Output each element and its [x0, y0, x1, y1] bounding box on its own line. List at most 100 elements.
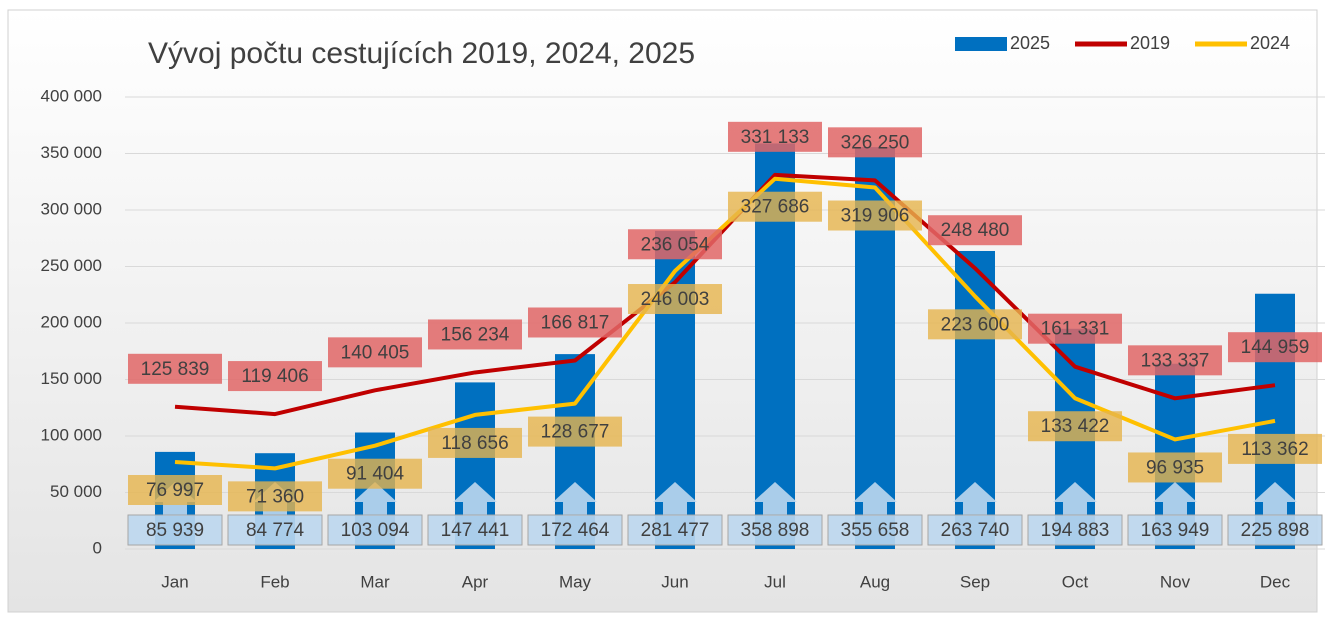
x-tick-label: Jan [161, 572, 188, 591]
y-tick-label: 200 000 [41, 312, 102, 331]
data-label-box [127, 514, 223, 546]
legend-swatch [955, 37, 1007, 51]
legend-label: 2025 [1010, 33, 1050, 53]
data-label: 140 405 [341, 342, 410, 363]
data-label-box [428, 319, 522, 350]
data-label-box [628, 229, 722, 260]
data-label: 327 686 [741, 197, 810, 218]
data-label-box [827, 514, 923, 546]
y-tick-label: 100 000 [41, 425, 102, 444]
label-arrow [653, 482, 697, 516]
y-tick-label: 150 000 [41, 369, 102, 388]
data-label: 163 949 [1141, 520, 1210, 541]
data-label-box [1028, 313, 1122, 344]
data-label: 166 817 [541, 313, 610, 334]
chart-title: Vývoj počtu cestujících 2019, 2024, 2025 [148, 37, 695, 70]
label-arrow [1253, 482, 1297, 516]
data-label: 319 906 [841, 206, 910, 227]
data-label: 147 441 [441, 520, 510, 541]
data-label-box [227, 514, 323, 546]
data-label: 125 839 [141, 359, 210, 380]
data-label-box [928, 215, 1022, 246]
data-label: 113 362 [1241, 439, 1308, 460]
data-label-box [527, 514, 623, 546]
data-label: 161 331 [1041, 319, 1110, 340]
data-label-box [528, 307, 622, 338]
data-label-box [1128, 452, 1222, 483]
x-tick-label: Mar [360, 572, 390, 591]
x-tick-label: Jul [764, 572, 786, 591]
data-label: 103 094 [341, 520, 410, 541]
x-tick-label: Dec [1260, 572, 1291, 591]
data-label: 263 740 [941, 520, 1010, 541]
y-tick-label: 50 000 [50, 482, 102, 501]
label-arrow [1153, 482, 1197, 516]
x-tick-label: Nov [1160, 572, 1191, 591]
data-label-box [1128, 345, 1222, 376]
y-tick-label: 0 [93, 538, 102, 557]
data-label-box [728, 191, 822, 222]
data-label-box [427, 514, 523, 546]
x-tick-label: May [559, 572, 592, 591]
data-label: 326 250 [841, 132, 910, 153]
data-label: 331 133 [741, 127, 810, 148]
label-arrow [853, 482, 897, 516]
data-label-box [428, 427, 522, 458]
label-arrow [753, 482, 797, 516]
label-arrow [453, 482, 497, 516]
data-label-box [627, 514, 723, 546]
data-label: 225 898 [1241, 520, 1310, 541]
data-label: 156 234 [441, 324, 510, 345]
data-label: 133 337 [1141, 350, 1210, 371]
data-label: 144 959 [1241, 337, 1310, 358]
data-label-box [727, 514, 823, 546]
data-label: 128 677 [541, 422, 610, 443]
data-label-box [1228, 332, 1322, 363]
data-label: 133 422 [1041, 416, 1110, 437]
data-label: 248 480 [941, 220, 1010, 241]
y-tick-label: 400 000 [41, 86, 102, 105]
data-label: 119 406 [241, 366, 308, 387]
x-tick-label: Feb [260, 572, 289, 591]
x-tick-label: Jun [661, 572, 688, 591]
data-label: 246 003 [641, 289, 710, 310]
x-tick-label: Sep [960, 572, 990, 591]
data-label-box [928, 309, 1022, 340]
data-label-box [828, 127, 922, 158]
legend-label: 2019 [1130, 33, 1170, 53]
data-label-box [128, 353, 222, 384]
line [174, 172, 1276, 417]
data-label-box [1027, 514, 1123, 546]
x-tick-label: Aug [860, 572, 890, 591]
data-label-box [1228, 433, 1322, 464]
data-label-box [728, 121, 822, 152]
legend-label: 2024 [1250, 33, 1290, 53]
label-arrow [353, 482, 397, 516]
label-arrow [953, 482, 997, 516]
data-label: 71 360 [246, 486, 304, 507]
data-label-box [1127, 514, 1223, 546]
label-arrow [1053, 482, 1097, 516]
data-label: 91 404 [346, 464, 405, 485]
data-label-box [828, 200, 922, 231]
data-label-box [128, 474, 222, 505]
y-tick-label: 300 000 [41, 199, 102, 218]
data-label-box [528, 416, 622, 447]
data-label: 355 658 [841, 520, 910, 541]
data-label: 172 464 [541, 520, 610, 541]
data-label-box [327, 514, 423, 546]
data-label-box [328, 458, 422, 489]
data-label: 96 935 [1146, 457, 1204, 478]
data-label: 76 997 [146, 480, 204, 501]
x-tick-label: Apr [462, 572, 489, 591]
data-label-box [228, 361, 322, 392]
y-tick-label: 250 000 [41, 256, 102, 275]
data-label: 358 898 [741, 520, 810, 541]
data-label-box [1227, 514, 1323, 546]
y-tick-label: 350 000 [41, 143, 102, 162]
data-label-box [328, 337, 422, 368]
data-label: 236 054 [641, 234, 710, 255]
data-label: 118 656 [441, 433, 508, 454]
data-label: 223 600 [941, 314, 1010, 335]
